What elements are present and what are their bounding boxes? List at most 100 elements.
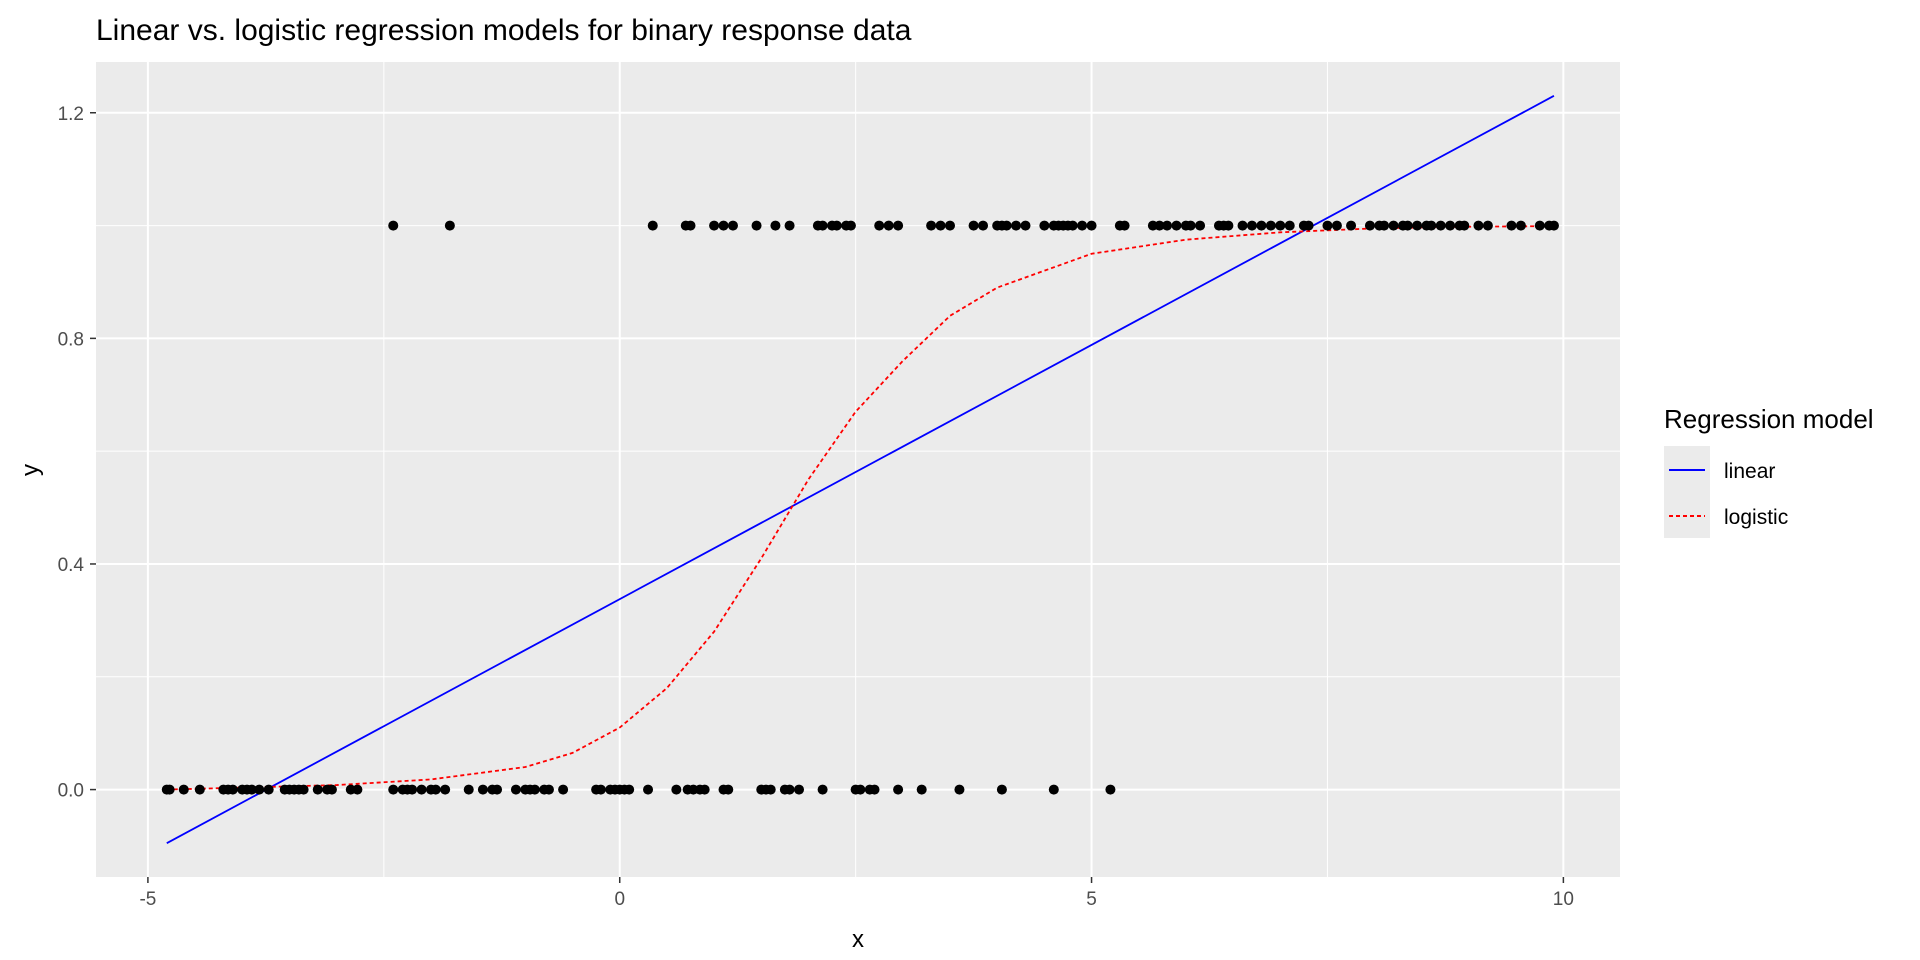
data-point bbox=[1275, 220, 1286, 231]
y-tick-label: 1.2 bbox=[58, 104, 84, 125]
data-point bbox=[1086, 220, 1097, 231]
data-point bbox=[1435, 220, 1446, 231]
data-point bbox=[1515, 220, 1526, 231]
data-point bbox=[727, 220, 738, 231]
data-point bbox=[751, 220, 762, 231]
data-point bbox=[671, 784, 682, 795]
data-point bbox=[595, 784, 606, 795]
data-point bbox=[558, 784, 569, 795]
data-point bbox=[718, 220, 729, 231]
data-point bbox=[1020, 220, 1031, 231]
data-point bbox=[968, 220, 979, 231]
data-point bbox=[1473, 220, 1484, 231]
data-points bbox=[161, 220, 1559, 795]
data-point bbox=[685, 220, 696, 231]
data-point bbox=[996, 784, 1007, 795]
data-point bbox=[312, 784, 323, 795]
data-point bbox=[926, 220, 937, 231]
data-point bbox=[784, 220, 795, 231]
data-point bbox=[440, 784, 451, 795]
data-point bbox=[444, 220, 455, 231]
data-point bbox=[254, 784, 265, 795]
data-point bbox=[463, 784, 474, 795]
data-point bbox=[298, 784, 309, 795]
data-point bbox=[510, 784, 521, 795]
data-point bbox=[935, 220, 946, 231]
data-point bbox=[1011, 220, 1022, 231]
series-lines bbox=[166, 95, 1555, 844]
data-point bbox=[784, 784, 795, 795]
x-axis: -5 0 5 10 bbox=[139, 877, 1574, 910]
data-point bbox=[699, 784, 710, 795]
data-point bbox=[1185, 220, 1196, 231]
x-axis-title: x bbox=[852, 926, 864, 953]
legend-key-background bbox=[1664, 446, 1710, 538]
x-tick-label: 0 bbox=[614, 889, 625, 910]
data-point bbox=[194, 784, 205, 795]
series-line-linear bbox=[166, 95, 1555, 844]
y-axis: 0.0 0.4 0.8 1.2 bbox=[58, 104, 96, 802]
data-point bbox=[1459, 220, 1470, 231]
x-tick-label: 10 bbox=[1553, 889, 1574, 910]
data-point bbox=[723, 784, 734, 795]
data-point bbox=[1001, 220, 1012, 231]
data-point bbox=[1534, 220, 1545, 231]
data-point bbox=[817, 784, 828, 795]
data-point bbox=[817, 220, 828, 231]
data-point bbox=[263, 784, 274, 795]
data-point bbox=[1346, 220, 1357, 231]
x-tick-label: 5 bbox=[1086, 889, 1097, 910]
data-point bbox=[1402, 220, 1413, 231]
data-point bbox=[1412, 220, 1423, 231]
data-point bbox=[1331, 220, 1342, 231]
y-tick-label: 0.8 bbox=[58, 329, 84, 350]
data-point bbox=[178, 784, 189, 795]
data-point bbox=[794, 784, 805, 795]
data-point bbox=[1246, 220, 1257, 231]
y-tick-label: 0.0 bbox=[58, 781, 84, 802]
data-point bbox=[624, 784, 635, 795]
data-point bbox=[1171, 220, 1182, 231]
data-point bbox=[416, 784, 427, 795]
data-point bbox=[1162, 220, 1173, 231]
data-point bbox=[326, 784, 337, 795]
data-point bbox=[978, 220, 989, 231]
data-point bbox=[1067, 220, 1078, 231]
data-point bbox=[430, 784, 441, 795]
data-point bbox=[1237, 220, 1248, 231]
data-point bbox=[164, 784, 175, 795]
y-axis-title: y bbox=[17, 464, 44, 476]
data-point bbox=[1364, 220, 1375, 231]
data-point bbox=[831, 220, 842, 231]
x-tick-label: -5 bbox=[139, 889, 156, 910]
legend-title: Regression model bbox=[1664, 404, 1874, 434]
legend: Regression model linear logistic bbox=[1664, 404, 1874, 538]
data-point bbox=[407, 784, 418, 795]
data-point bbox=[1388, 220, 1399, 231]
data-point bbox=[893, 784, 904, 795]
data-point bbox=[643, 784, 654, 795]
legend-label-logistic: logistic bbox=[1724, 506, 1788, 529]
data-point bbox=[1265, 220, 1276, 231]
data-point bbox=[1256, 220, 1267, 231]
data-point bbox=[874, 220, 885, 231]
data-point bbox=[916, 784, 927, 795]
data-point bbox=[529, 784, 540, 795]
data-point bbox=[647, 220, 658, 231]
data-point bbox=[1154, 220, 1165, 231]
data-point bbox=[543, 784, 554, 795]
data-point bbox=[709, 220, 720, 231]
chart-title: Linear vs. logistic regression models fo… bbox=[96, 14, 912, 47]
data-point bbox=[388, 220, 399, 231]
data-point bbox=[765, 784, 776, 795]
data-point bbox=[1223, 220, 1234, 231]
y-tick-label: 0.4 bbox=[58, 555, 85, 576]
data-point bbox=[1445, 220, 1456, 231]
series-line-logistic bbox=[166, 225, 1554, 791]
data-point bbox=[352, 784, 363, 795]
data-point bbox=[1506, 220, 1517, 231]
data-point bbox=[1039, 220, 1050, 231]
data-point bbox=[845, 220, 856, 231]
data-point bbox=[1303, 220, 1314, 231]
